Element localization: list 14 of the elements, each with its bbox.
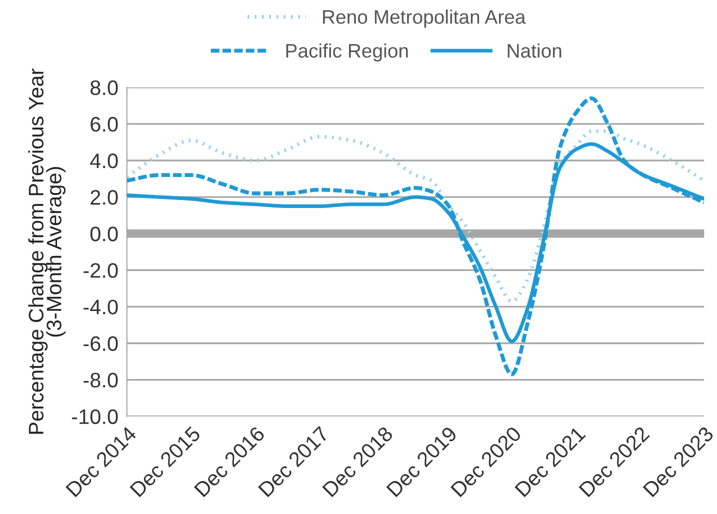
y-tick-label: 6.0: [90, 116, 118, 132]
legend-label: Nation: [508, 43, 562, 58]
y-tick-label: -4.0: [84, 300, 118, 314]
y-tick-label: 4.0: [90, 153, 118, 168]
y-axis-title: Percentage Change from Previous Year (3-Month Average): [28, 68, 66, 434]
y-tick-label: 0.0: [90, 226, 118, 242]
legend-label: Pacific Region: [286, 43, 408, 62]
y-tick-label: 2.0: [90, 190, 118, 205]
y-tick-label: -2.0: [84, 263, 118, 278]
y-tick-label: 8.0: [90, 80, 118, 96]
legend-label: Reno Metropolitan Area: [323, 10, 526, 28]
y-tick-label: -8.0: [84, 372, 118, 388]
y-tick-label: -10.0: [72, 409, 118, 424]
y-tick-label: -6.0: [84, 336, 118, 351]
